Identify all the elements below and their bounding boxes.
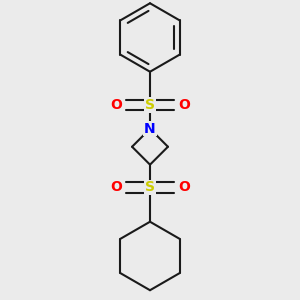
Text: S: S [145,98,155,112]
Text: O: O [110,181,122,194]
Text: O: O [178,98,190,112]
Text: O: O [178,181,190,194]
Text: N: N [144,122,156,136]
Text: O: O [110,98,122,112]
Text: S: S [145,181,155,194]
